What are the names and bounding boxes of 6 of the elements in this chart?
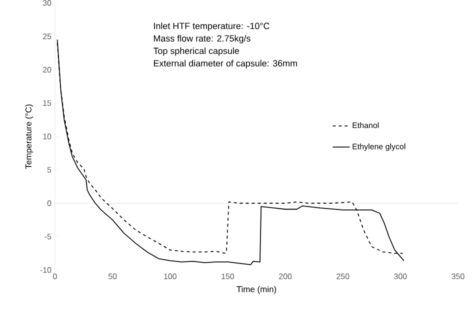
- y-axis-title: Temperature (°C): [25, 104, 34, 169]
- x-axis-title: Time (min): [236, 286, 276, 294]
- annotation: External diameter of capsule: 36mm: [154, 60, 297, 68]
- annotation: Mass flow rate: 2.75kg/s: [154, 34, 250, 44]
- annotation: Inlet HTF temperature: -10°C: [154, 22, 270, 31]
- annotation: Top spherical capsule: [153, 47, 240, 56]
